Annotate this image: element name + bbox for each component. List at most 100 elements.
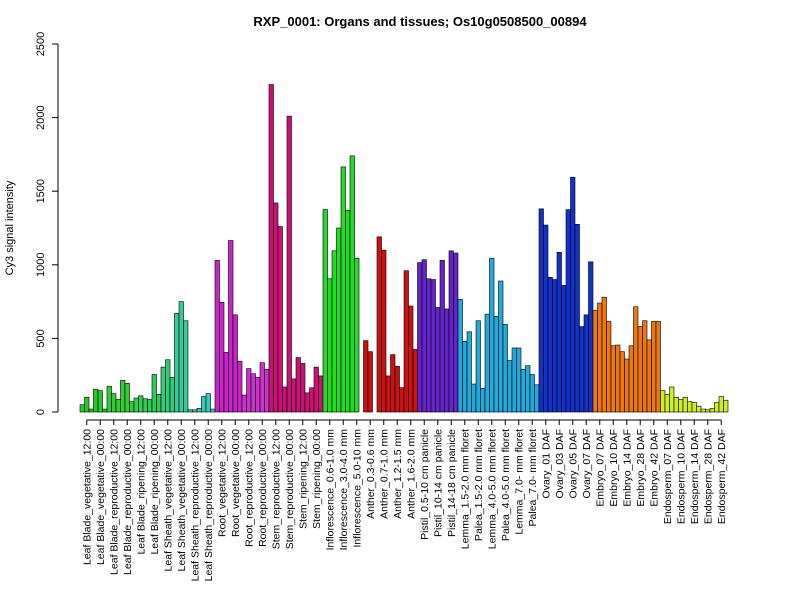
bar: [201, 396, 207, 413]
bar: [700, 408, 706, 413]
bar: [336, 227, 342, 413]
bar: [705, 409, 711, 413]
x-tick-label: Leaf Blade_ripening_12:00: [135, 429, 147, 555]
x-tick-label: Anther_0.3-0.6 mm: [365, 429, 377, 519]
bar: [588, 261, 594, 413]
bar: [637, 326, 643, 413]
bar: [367, 351, 373, 413]
bar: [507, 360, 513, 413]
bar: [601, 296, 607, 413]
bar: [259, 362, 265, 413]
bar: [619, 351, 625, 413]
bar: [583, 314, 589, 413]
bar: [417, 262, 423, 413]
bar: [313, 366, 319, 413]
bar: [516, 347, 522, 413]
bar: [273, 202, 279, 413]
bar: [192, 409, 198, 413]
bar: [664, 394, 670, 413]
bar: [156, 394, 162, 413]
x-tick-label: Lemma_1.5-2.0 mm floret: [459, 429, 471, 549]
bar: [309, 387, 315, 413]
bar: [574, 224, 580, 413]
x-tick-label: Leaf Sheath_reproductive_00:00: [203, 429, 215, 582]
x-tick-label: Embryo_28 DAF: [635, 429, 647, 507]
x-tick-label: Leaf Sheath_reproductive_12:00: [189, 429, 201, 582]
bar: [178, 301, 184, 413]
bar: [520, 369, 526, 413]
bar: [457, 299, 463, 413]
bar: [579, 326, 585, 413]
bar: [376, 236, 382, 413]
bar: [385, 375, 391, 413]
x-tick-label: Stem_reproductive_00:00: [284, 429, 296, 549]
bar: [421, 259, 427, 413]
bar: [556, 251, 562, 413]
bar: [264, 369, 270, 413]
x-tick-label: Pistil_0.5-10 cm panicle: [419, 429, 431, 540]
y-tick-label: 500: [35, 329, 47, 347]
bar: [138, 395, 144, 413]
bar: [111, 393, 117, 413]
bar: [250, 373, 256, 413]
bar: [709, 408, 715, 413]
x-tick-label: Root_reproductive_00:00: [257, 429, 269, 547]
bar: [174, 313, 180, 413]
bar: [97, 390, 103, 413]
bar: [322, 209, 328, 413]
x-tick-label: Leaf Blade_vegetative_12:00: [81, 429, 93, 565]
bar: [165, 359, 171, 413]
bar: [444, 308, 450, 413]
bar: [232, 314, 238, 413]
x-axis: Leaf Blade_vegetative_12:00 Leaf Blade_ve…: [81, 419, 728, 582]
x-tick-label: Ovary_07 DAF: [581, 429, 593, 498]
bar: [480, 388, 486, 413]
bar: [448, 250, 454, 413]
bar: [403, 270, 409, 413]
bar: [597, 302, 603, 413]
bar: [714, 402, 720, 413]
bar: [412, 349, 418, 413]
bar: [286, 115, 292, 413]
bar: [543, 224, 549, 413]
x-tick-label: Leaf Sheath_vegetative_12:00: [162, 429, 174, 572]
bar: [115, 399, 121, 413]
x-tick-label: Leaf Blade_ripening_00:00: [149, 429, 161, 555]
bar: [493, 316, 499, 413]
x-tick-label: Palea_1.5-2.0 mm floret: [473, 429, 485, 541]
bar: [673, 396, 679, 413]
bar: [183, 320, 189, 413]
bar: [453, 252, 459, 413]
x-tick-label: Anther_1.6-2.0 mm: [405, 429, 417, 519]
bar: [408, 305, 414, 413]
bar: [390, 354, 396, 413]
bar: [129, 401, 135, 413]
x-tick-label: Inflorescence_0.6-1.0 mm: [324, 429, 336, 551]
x-tick-label: Leaf Blade_vegetative_00:00: [95, 429, 107, 565]
x-tick-label: Embryo_14 DAF: [621, 429, 633, 507]
bar: [318, 375, 324, 413]
x-tick-label: Lemma_4.0-5.0 mm floret: [486, 429, 498, 549]
bar: [205, 393, 211, 413]
bar: [547, 277, 553, 413]
bar: [106, 385, 112, 413]
x-tick-label: Stem_reproductive_12:00: [270, 429, 282, 549]
x-tick-label: Embryo_07 DAF: [594, 429, 606, 507]
bar: [615, 344, 621, 413]
bar: [525, 365, 531, 413]
bar: [363, 340, 369, 413]
bar: [606, 321, 612, 413]
bar: [570, 176, 576, 413]
bar: [687, 401, 693, 413]
bar: [660, 390, 666, 413]
y-tick-label: 0: [35, 409, 47, 415]
bar: [646, 339, 652, 413]
bar: [394, 366, 400, 413]
bar: [210, 408, 216, 413]
x-tick-label: Anther_1.2-1.5 mm: [392, 429, 404, 519]
bar: [669, 386, 675, 413]
bar: [84, 396, 90, 413]
y-tick-label: 2500: [35, 32, 47, 56]
bar: [241, 394, 247, 413]
